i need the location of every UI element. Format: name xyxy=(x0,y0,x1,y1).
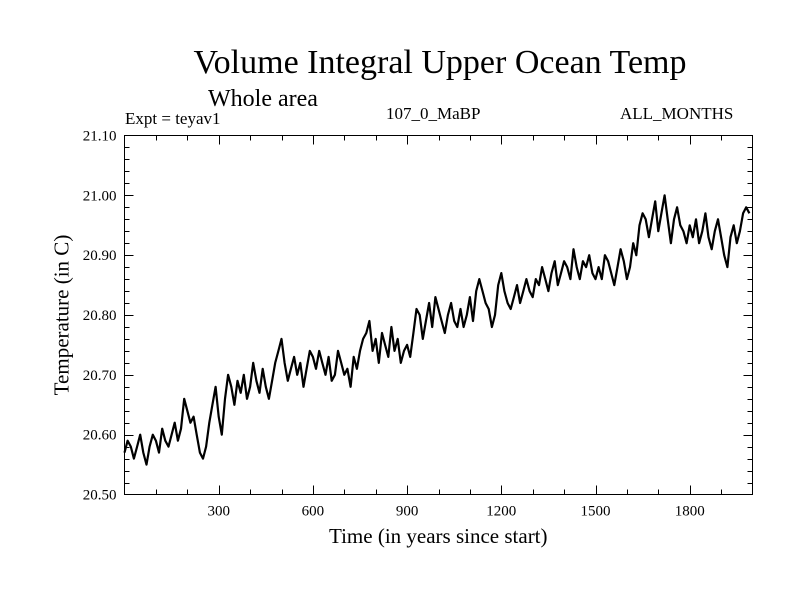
series-line-teyav1 xyxy=(123,194,751,466)
y-tick-label: 20.80 xyxy=(83,308,117,324)
x-tick-label: 1200 xyxy=(486,504,516,520)
period-label: 107_0_MaBP xyxy=(386,104,481,123)
y-tick-label: 20.50 xyxy=(83,488,117,504)
y-tick-label: 20.60 xyxy=(83,428,117,444)
y-tick-label: 21.10 xyxy=(83,129,117,145)
x-axis-label: Time (in years since start) xyxy=(329,524,548,548)
tick-labels: 300 600 900 1200 1500 1800 20.50 20.60 20.70 20.8… xyxy=(83,129,705,520)
x-tick-label: 1500 xyxy=(581,504,611,520)
months-label: ALL_MONTHS xyxy=(620,104,734,123)
y-tick-label: 20.90 xyxy=(83,248,117,264)
chart-subtitle: Whole area xyxy=(208,86,318,112)
x-tick-label: 600 xyxy=(302,504,325,520)
experiment-label: Expt = teyav1 xyxy=(125,109,221,128)
y-tick-label: 20.70 xyxy=(83,368,117,384)
x-tick-label: 1800 xyxy=(675,504,705,520)
plot-frame xyxy=(124,135,753,495)
x-tick-label: 300 xyxy=(207,504,230,520)
y-tick-label: 21.00 xyxy=(83,188,117,204)
chart-title: Volume Integral Upper Ocean Temp xyxy=(193,44,687,81)
axis-ticks xyxy=(124,135,753,495)
x-tick-label: 900 xyxy=(396,504,419,520)
